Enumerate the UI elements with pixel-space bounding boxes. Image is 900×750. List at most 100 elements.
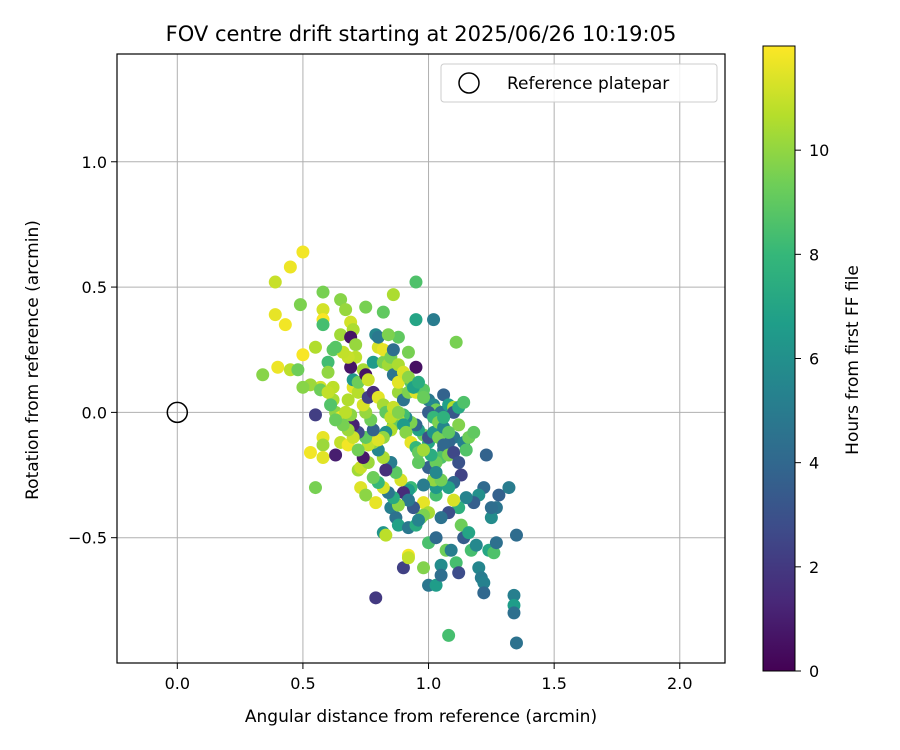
data-point <box>459 491 473 505</box>
data-point <box>308 481 322 495</box>
data-point <box>411 513 425 527</box>
data-point <box>472 561 486 575</box>
data-point <box>329 340 343 354</box>
data-point <box>344 360 358 374</box>
data-point <box>484 511 498 525</box>
data-point <box>417 390 431 404</box>
data-point <box>429 466 443 480</box>
data-point <box>369 591 383 605</box>
x-tick-label: 1.5 <box>541 674 566 693</box>
data-point <box>437 410 451 424</box>
data-point <box>477 576 491 590</box>
data-point <box>507 606 521 620</box>
data-point <box>492 488 506 502</box>
data-point <box>391 330 405 344</box>
data-point <box>401 493 415 507</box>
data-point <box>434 558 448 572</box>
x-axis-ticks: 0.0 0.5 1.0 1.5 2.0 <box>165 663 693 693</box>
data-point <box>379 463 393 477</box>
data-point <box>371 433 385 447</box>
data-point <box>271 360 285 374</box>
data-point <box>283 260 297 274</box>
data-point <box>447 445 461 459</box>
legend-marker-icon <box>458 72 480 94</box>
colorbar-tick-label: 8 <box>809 245 819 264</box>
colorbar-tick-label: 4 <box>809 454 819 473</box>
data-point <box>359 300 373 314</box>
chart-title: FOV centre drift starting at 2025/06/26 … <box>166 22 677 46</box>
data-point <box>391 375 405 389</box>
data-point <box>429 578 443 592</box>
data-point <box>437 438 451 452</box>
data-point <box>409 313 423 327</box>
data-point <box>469 538 483 552</box>
data-point <box>411 456 425 470</box>
data-point <box>411 375 425 389</box>
legend-box <box>440 63 718 103</box>
data-point <box>457 395 471 409</box>
colorbar-gradient <box>762 45 796 672</box>
data-point <box>459 443 473 457</box>
y-tick-label: 1.0 <box>82 153 107 172</box>
data-point <box>452 456 466 470</box>
data-point <box>452 418 466 432</box>
reference-platepar-marker <box>166 401 189 424</box>
data-point <box>417 561 431 575</box>
data-point <box>391 405 405 419</box>
x-tick-label: 2.0 <box>667 674 692 693</box>
data-point <box>386 343 400 357</box>
x-tick-label: 0.0 <box>165 674 190 693</box>
data-point <box>296 245 310 259</box>
data-point <box>371 330 385 344</box>
data-point <box>452 566 466 580</box>
data-point <box>391 518 405 532</box>
data-point <box>334 293 348 307</box>
y-tick-label: 0.0 <box>82 403 107 422</box>
data-point <box>449 556 463 570</box>
data-point <box>444 543 458 557</box>
data-point <box>449 335 463 349</box>
data-point <box>321 385 335 399</box>
data-point <box>427 313 441 327</box>
data-point <box>401 345 415 359</box>
data-point <box>334 328 348 342</box>
data-point <box>293 298 307 312</box>
y-axis-label: Rotation from reference (arcmin) <box>23 220 43 500</box>
data-point <box>509 528 523 542</box>
data-point <box>351 443 365 457</box>
data-point <box>366 471 380 485</box>
data-point <box>479 448 493 462</box>
data-point <box>442 628 456 642</box>
data-point <box>434 568 448 582</box>
colorbar-label: Hours from first FF file <box>843 265 863 455</box>
scatter-points <box>256 245 523 650</box>
data-point <box>351 385 365 399</box>
data-point <box>361 373 375 387</box>
data-point <box>321 365 335 379</box>
data-point <box>417 496 431 510</box>
data-point <box>316 438 330 452</box>
data-point <box>324 398 338 412</box>
data-point <box>487 546 501 560</box>
plot-area <box>116 53 726 664</box>
data-point <box>256 368 270 382</box>
colorbar-tick-label: 6 <box>809 350 819 369</box>
data-point <box>467 425 481 439</box>
data-point <box>366 423 380 437</box>
colorbar-tick-label: 10 <box>809 141 829 160</box>
data-point <box>366 355 380 369</box>
data-point <box>291 363 305 377</box>
data-point <box>396 561 410 575</box>
data-point <box>434 511 448 525</box>
data-point <box>399 425 413 439</box>
data-point <box>417 478 431 492</box>
data-point <box>484 501 498 515</box>
data-point <box>401 370 415 384</box>
data-point <box>316 450 330 464</box>
data-point <box>507 588 521 602</box>
data-point <box>369 496 383 510</box>
data-point <box>296 380 310 394</box>
data-point <box>321 355 335 369</box>
x-tick-label: 1.0 <box>416 674 441 693</box>
data-point <box>389 466 403 480</box>
